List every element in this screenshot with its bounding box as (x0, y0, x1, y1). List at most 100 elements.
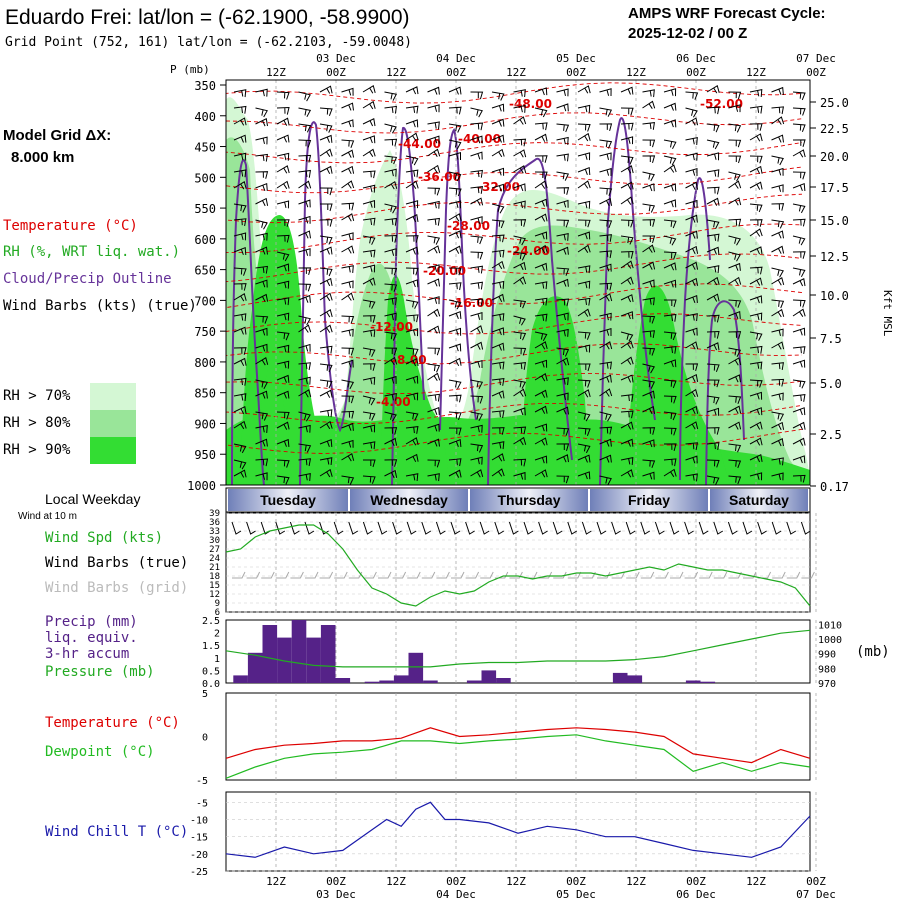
cloud-outline (487, 157, 573, 485)
wind-barb (276, 459, 290, 468)
wind-barb (491, 183, 505, 192)
wind-barb (470, 360, 483, 368)
wind-barb (341, 245, 355, 254)
wind-barb (427, 264, 440, 273)
wind-barb (298, 248, 311, 257)
wind-barb (491, 260, 505, 270)
rh-key-swatch (90, 383, 136, 410)
wind-barb (405, 347, 419, 357)
wind-barb (405, 473, 419, 482)
wind-barb (448, 86, 462, 95)
true-wind-barb (450, 521, 461, 535)
wind-barb (534, 244, 548, 254)
precip-tick-label: 1.5 (202, 641, 220, 652)
bottom-hour-label: 00Z (446, 875, 466, 888)
wind-barb (341, 139, 355, 148)
wind-barb (706, 197, 720, 206)
wind-barb (362, 376, 376, 385)
precip-bar (306, 637, 321, 683)
wind-barb (448, 438, 462, 447)
wind-barb (534, 107, 548, 118)
wind-barb (685, 388, 699, 398)
wind-barb (384, 411, 397, 422)
weekday-cell (350, 489, 468, 511)
wind-barb (792, 182, 806, 191)
wind-barb (534, 262, 548, 271)
wind-barb (276, 180, 290, 190)
wind-barb (341, 149, 355, 158)
wind-barb (706, 233, 720, 242)
wind-barb (255, 246, 268, 255)
wind-barb (792, 299, 806, 308)
wind-barb (233, 152, 247, 161)
wind-barb (599, 282, 613, 291)
wind-barb (792, 394, 806, 402)
wind-barb (362, 347, 376, 357)
wind-barb (276, 360, 290, 369)
wind-barb (728, 251, 741, 262)
wind-barb (663, 379, 677, 389)
cloud-outline (679, 177, 711, 481)
grid-wind-barb (232, 571, 246, 579)
height-tick-label: 7.5 (820, 332, 842, 346)
wind-barb (427, 473, 440, 482)
pressure-line (225, 629, 811, 668)
wind-barb (663, 102, 677, 111)
wind-barb (255, 357, 269, 366)
wind-barb (599, 438, 612, 447)
wind-barb (470, 216, 483, 225)
wind-barb (255, 118, 268, 127)
wind-barb (470, 325, 484, 334)
wind-barb (685, 294, 698, 303)
wind-tick-label: 33 (209, 527, 220, 537)
wind-barb (470, 424, 483, 433)
wind-barb (685, 373, 699, 383)
wind-barb (534, 213, 548, 222)
wind-barb (556, 454, 569, 463)
wind-barb (685, 181, 699, 190)
true-wind-barb (275, 521, 286, 535)
precip-bar (335, 678, 351, 683)
true-wind-barb (581, 521, 592, 535)
wind-barb (405, 453, 419, 463)
grid-wind-barb (611, 571, 626, 579)
cloud-outline (231, 159, 265, 485)
wind-barb (384, 105, 397, 114)
wind-chill-line (225, 801, 811, 858)
pressure-tick-label: 1000 (187, 479, 216, 493)
cycle-label: AMPS WRF Forecast Cycle: (628, 5, 826, 22)
wind-barb (276, 421, 290, 430)
wind-barb (771, 438, 784, 447)
true-wind-barb (479, 521, 490, 535)
wind-barb (663, 88, 677, 97)
wind-barb (577, 104, 591, 113)
wind-barb (298, 169, 311, 178)
grid-wind-barb (392, 571, 407, 579)
wind-barb (728, 459, 742, 469)
wind-barb (556, 475, 570, 484)
wind-barb (599, 454, 612, 463)
rh-key-label: RH > 70% (3, 388, 71, 404)
wind-tick-label: 39 (209, 509, 220, 519)
precip-bar (496, 678, 511, 683)
wind-barb (534, 281, 548, 290)
wind-barb (341, 213, 355, 222)
wind-barb (233, 313, 247, 322)
wind-barb (470, 251, 484, 260)
wind-barb (771, 341, 785, 350)
wind-barb (685, 277, 699, 287)
wind-barb (233, 326, 247, 335)
wind-barb (728, 155, 742, 164)
wind-barb (577, 411, 591, 422)
wind-barb (341, 102, 354, 111)
true-wind-barb (654, 521, 665, 535)
wind-barb (513, 261, 527, 271)
true-wind-barb (362, 521, 373, 535)
wind-barb (556, 136, 569, 145)
height-tick-label: 0.17 (820, 480, 849, 494)
wind-barb (792, 149, 806, 158)
wind-barb (233, 232, 247, 241)
wind-barb (599, 197, 613, 207)
wind-barb (664, 299, 677, 308)
grid-wind-barb (538, 571, 553, 579)
